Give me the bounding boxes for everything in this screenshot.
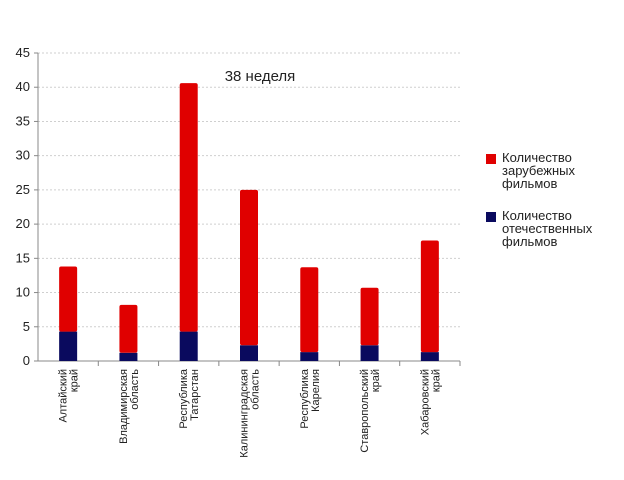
x-tick-label-line: Хабаровский xyxy=(419,369,431,435)
x-tick-label-line: Татарстан xyxy=(189,369,201,421)
y-tick-label: 45 xyxy=(16,45,30,60)
bar-segment xyxy=(300,267,319,353)
bar-segment xyxy=(420,352,439,361)
x-tick-label-line: область xyxy=(129,369,141,410)
bar-segment xyxy=(360,287,379,346)
x-tick-label-line: область xyxy=(250,369,262,410)
x-tick-label: Алтайский край xyxy=(58,369,81,423)
x-tick-label-line: Республика xyxy=(299,368,311,428)
bar-segment xyxy=(179,83,198,332)
x-tick-label-line: Ставропольский xyxy=(359,369,371,453)
x-tick-label-line: Калининградская xyxy=(239,369,251,458)
y-tick-label: 5 xyxy=(23,319,30,334)
legend-swatch-foreign xyxy=(486,154,496,164)
y-tick-label: 20 xyxy=(16,216,30,231)
bar-segment xyxy=(119,352,138,361)
bar-segment xyxy=(179,331,198,361)
y-tick-label: 30 xyxy=(16,148,30,163)
x-tick-label-line: край xyxy=(430,369,442,392)
y-tick-label: 25 xyxy=(16,182,30,197)
x-tick-label-line: Карелия xyxy=(310,369,322,412)
bar-segment xyxy=(240,189,258,346)
x-tick-label: Калининградская область xyxy=(239,369,262,458)
chart-title: 38 неделя xyxy=(225,68,296,85)
x-tick-label-line: край xyxy=(69,369,81,392)
x-tick-label: Хабаровский край xyxy=(419,369,442,435)
x-tick-label: Владимирская область xyxy=(118,369,141,444)
bar-segment xyxy=(300,352,319,361)
x-tick-label: Республика Карелия xyxy=(299,368,322,428)
bar-segment xyxy=(240,345,258,361)
bar-segment xyxy=(59,331,78,361)
x-tick-label-line: Владимирская xyxy=(118,369,130,444)
x-tick-label: Республика Татарстан xyxy=(178,368,201,428)
bar-segment xyxy=(360,345,379,361)
x-tick-label: Ставропольский край xyxy=(359,369,382,453)
y-tick-label: 40 xyxy=(16,79,30,94)
bar-segment xyxy=(420,240,439,353)
x-tick-label-line: Республика xyxy=(178,368,190,428)
legend-label-domestic: Количество отечественных фильмов xyxy=(502,208,593,249)
y-tick-label: 0 xyxy=(23,353,30,368)
y-tick-label: 35 xyxy=(16,113,30,128)
legend-swatch-domestic xyxy=(486,212,496,222)
y-tick-label: 10 xyxy=(16,285,30,300)
x-tick-label-line: край xyxy=(370,369,382,392)
y-tick-label: 15 xyxy=(16,250,30,265)
bar-segment xyxy=(119,304,138,353)
bar-segment xyxy=(59,266,78,332)
x-tick-label-line: Алтайский xyxy=(58,369,70,423)
legend-label-foreign: Количество зарубежных фильмов xyxy=(502,150,576,191)
